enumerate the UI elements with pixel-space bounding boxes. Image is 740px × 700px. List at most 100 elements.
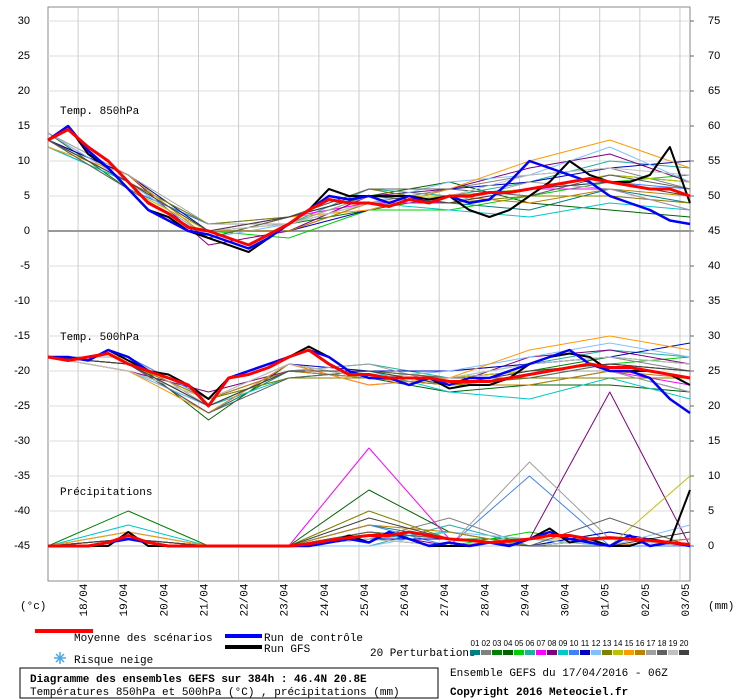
legend-chip (470, 650, 480, 655)
x-tick-label: 24/04 (320, 583, 332, 616)
x-tick-label: 20/04 (159, 583, 171, 616)
legend-chip (492, 650, 502, 655)
y-tick-label: -10 (14, 295, 30, 307)
legend-chip (635, 650, 645, 655)
y-tick-label: -15 (14, 330, 30, 342)
plot-frame (47, 6, 691, 582)
y2-tick-label: 50 (708, 190, 720, 202)
x-tick-label: 22/04 (240, 583, 252, 616)
y2-tick-label: 0 (708, 540, 714, 552)
legend-chip (679, 650, 689, 655)
legend-chip-label: 07 (537, 639, 546, 648)
y-tick-label: -45 (14, 540, 30, 552)
y-tick-label: -20 (14, 365, 30, 377)
y2-tick-label: 70 (708, 50, 720, 62)
x-tick-label: 19/04 (119, 583, 131, 616)
legend-chip-label: 03 (493, 639, 502, 648)
y-tick-label: 25 (18, 50, 30, 62)
x-tick-label: 02/05 (641, 583, 653, 616)
legend-chip-label: 09 (559, 639, 568, 648)
y-tick-label: -25 (14, 400, 30, 412)
panel-label: Temp. 850hPa (60, 106, 140, 118)
legend-chip (558, 650, 568, 655)
y2-axis-label: (mm) (708, 601, 734, 613)
legend-chip-label: 20 (680, 639, 689, 648)
legend-label: Run de contrôle (264, 633, 363, 645)
x-tick-label: 18/04 (79, 583, 91, 616)
series-line (47, 139, 691, 239)
legend-chip (580, 650, 590, 655)
series-line (47, 335, 691, 414)
x-tick-label: 26/04 (400, 583, 412, 616)
x-tick-label: 30/04 (561, 583, 573, 616)
legend-chip (646, 650, 656, 655)
legend-chip-label: 12 (592, 639, 601, 648)
legend-chip (525, 650, 535, 655)
y2-tick-label: 65 (708, 85, 720, 97)
y-tick-label: -5 (20, 260, 30, 272)
snow-icon (54, 652, 66, 664)
legend-chip (536, 650, 546, 655)
legend-chip (657, 650, 667, 655)
footer-title: Diagramme des ensembles GEFS sur 384h : … (30, 674, 367, 686)
panel-label: Temp. 500hPa (60, 332, 140, 344)
y2-tick-label: 15 (708, 435, 720, 447)
legend-chip-label: 04 (504, 639, 513, 648)
footer-run: Ensemble GEFS du 17/04/2016 - 06Z (450, 668, 668, 680)
legend-chip-label: 18 (658, 639, 667, 648)
legend-chip (624, 650, 634, 655)
x-tick-label: 21/04 (199, 583, 211, 616)
x-tick-label: 01/05 (601, 583, 613, 616)
legend-chip-label: 06 (526, 639, 535, 648)
series-line (47, 128, 691, 247)
legend-label: 20 Perturbations (370, 648, 476, 660)
footer-copyright: Copyright 2016 Meteociel.fr (450, 687, 628, 699)
y2-tick-label: 10 (708, 470, 720, 482)
legend-chip (668, 650, 678, 655)
y-tick-label: 10 (18, 155, 30, 167)
x-tick-label: 25/04 (360, 583, 372, 616)
legend-chip (481, 650, 491, 655)
series-line (47, 348, 691, 408)
legend-chip-label: 15 (625, 639, 634, 648)
series-line (48, 530, 691, 548)
x-tick-label: 23/04 (280, 583, 292, 616)
y-axis-label: (°c) (20, 601, 46, 613)
series-line (47, 517, 691, 547)
legend-chip (591, 650, 601, 655)
legend-chip-label: 14 (614, 639, 623, 648)
footer-box (19, 667, 439, 699)
x-tick-label: 03/05 (681, 583, 693, 616)
y-tick-label: -35 (14, 470, 30, 482)
y-tick-label: -30 (14, 435, 30, 447)
legend-chip (569, 650, 579, 655)
legend-chip-label: 02 (482, 639, 491, 648)
legend-chip-label: 08 (548, 639, 557, 648)
y2-tick-label: 40 (708, 260, 720, 272)
legend-chip (613, 650, 623, 655)
y2-tick-label: 25 (708, 365, 720, 377)
legend-chip (602, 650, 612, 655)
footer-subtitle: Températures 850hPa et 500hPa (°C) , pré… (30, 687, 400, 699)
y-tick-label: 0 (24, 225, 30, 237)
panel-label: Précipitations (60, 487, 152, 499)
x-tick-label: 28/04 (480, 583, 492, 616)
legend-chip-label: 05 (515, 639, 524, 648)
y2-tick-label: 30 (708, 330, 720, 342)
legend-chip-label: 16 (636, 639, 645, 648)
y-tick-label: 5 (24, 190, 30, 202)
y-tick-label: 20 (18, 85, 30, 97)
y2-tick-label: 5 (708, 505, 714, 517)
legend-chip (547, 650, 557, 655)
legend-label: Risque neige (74, 655, 153, 667)
x-tick-label: 29/04 (520, 583, 532, 616)
legend-chip (514, 650, 524, 655)
y-tick-label: -40 (14, 505, 30, 517)
y2-tick-label: 55 (708, 155, 720, 167)
legend-chip-label: 01 (471, 639, 480, 648)
legend-chip-label: 10 (570, 639, 579, 648)
y2-tick-label: 20 (708, 400, 720, 412)
legend-chip-label: 17 (647, 639, 656, 648)
y2-tick-label: 60 (708, 120, 720, 132)
